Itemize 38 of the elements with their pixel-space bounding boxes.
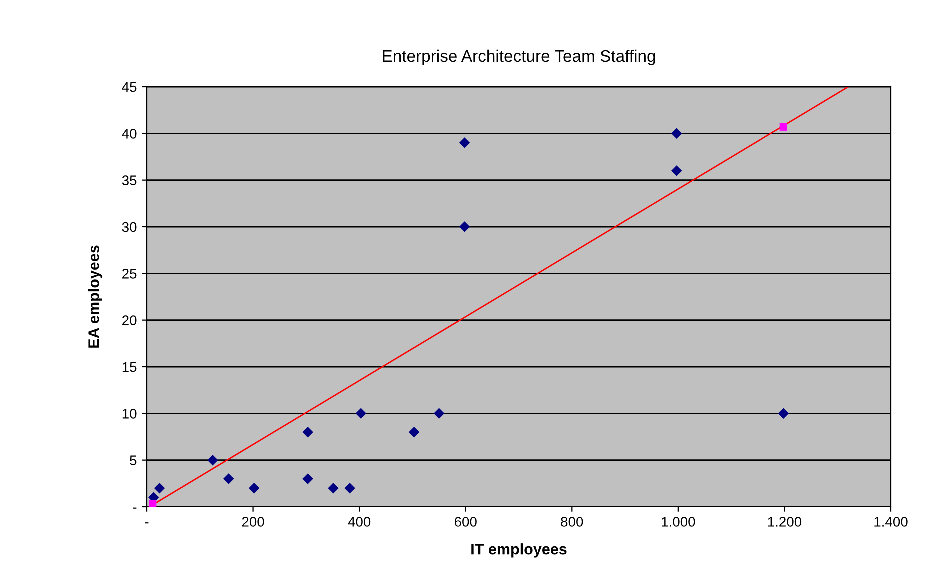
y-tick-label: 10 xyxy=(122,409,137,419)
point xyxy=(671,128,682,140)
y-tick-label: 40 xyxy=(122,129,137,139)
x-tick-label: 400 xyxy=(348,517,371,527)
point xyxy=(302,426,314,438)
point xyxy=(356,408,367,420)
y-tick-label: 45 xyxy=(122,82,137,92)
point xyxy=(154,482,166,494)
y-tick-label: 25 xyxy=(122,269,137,279)
point xyxy=(208,454,218,466)
point xyxy=(434,408,445,420)
y-tick-label: 5 xyxy=(130,456,137,466)
x-tick-label: 1.200 xyxy=(768,517,802,527)
point xyxy=(328,482,339,494)
point xyxy=(459,138,470,148)
y-tick-label: 35 xyxy=(122,176,137,186)
y-tick-label: 20 xyxy=(122,316,137,326)
x-axis-title: IT employees xyxy=(472,544,567,558)
x-tick-label: 200 xyxy=(242,517,264,527)
point xyxy=(223,474,234,484)
y-tick-label: 15 xyxy=(122,362,137,372)
point xyxy=(671,166,682,176)
x-tick-label: 1.400 xyxy=(874,517,908,527)
chart-title: Enterprise Architecture Team Staffing xyxy=(383,50,656,66)
point xyxy=(408,426,420,438)
point xyxy=(302,474,314,484)
point xyxy=(780,123,788,131)
y-tick-label: 30 xyxy=(122,222,137,232)
point xyxy=(149,500,157,507)
y-axis-title: EA employees xyxy=(88,246,102,348)
point xyxy=(459,222,470,232)
point xyxy=(344,482,356,494)
x-tick-label: 1.000 xyxy=(662,517,696,527)
point xyxy=(248,482,260,494)
x-tick-label: 600 xyxy=(454,517,477,527)
point xyxy=(778,408,790,420)
y-tick-label: - xyxy=(133,508,137,509)
x-tick-label: 800 xyxy=(561,517,584,527)
